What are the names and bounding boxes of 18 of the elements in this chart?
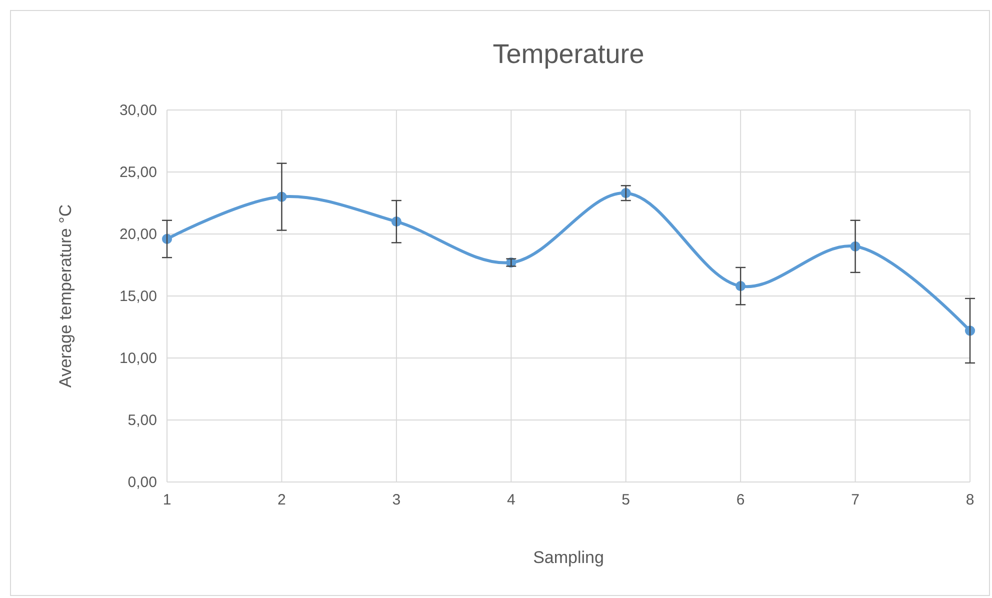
x-tick-label: 2 <box>278 492 286 509</box>
x-tick-label: 4 <box>506 492 516 509</box>
y-tick-label: 5,00 <box>128 412 157 429</box>
y-tick-label: 0,00 <box>128 474 157 491</box>
y-tick-label: 10,00 <box>119 350 157 367</box>
y-axis-title: Average temperature °C <box>56 204 75 388</box>
y-tick-label: 30,00 <box>119 102 157 119</box>
x-tick-label: 3 <box>392 492 401 509</box>
x-tick-label: 8 <box>966 492 974 509</box>
x-tick-label: 6 <box>736 492 745 509</box>
x-tick-label: 5 <box>622 492 630 509</box>
chart-title: Temperature <box>492 39 644 69</box>
x-tick-label: 7 <box>851 492 860 509</box>
x-tick-label: 1 <box>162 492 172 509</box>
y-tick-label: 20,00 <box>119 226 157 243</box>
y-tick-label: 25,00 <box>119 164 157 181</box>
y-tick-label: 15,00 <box>119 288 157 305</box>
x-axis-title: Sampling <box>533 548 604 567</box>
